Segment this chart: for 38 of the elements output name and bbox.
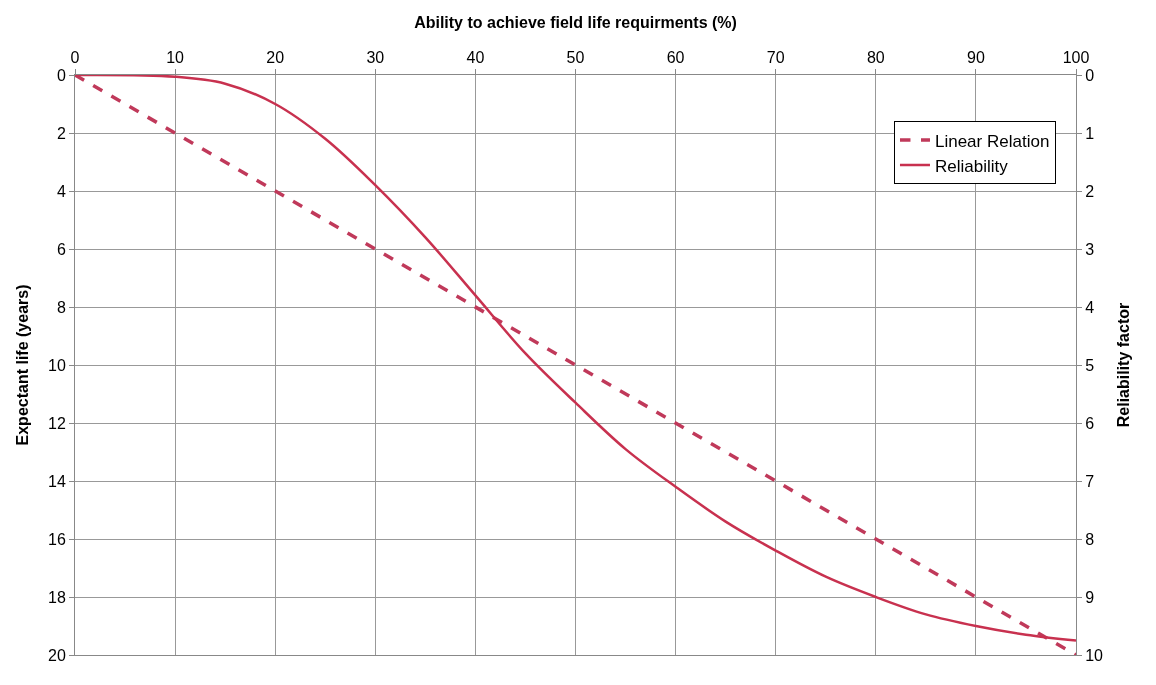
- y-tick-label: 8: [56, 298, 66, 316]
- x-tick-label: 60: [666, 48, 685, 66]
- x-tick-label: 50: [566, 48, 585, 66]
- y-tick-label: 0: [56, 66, 66, 84]
- x-tick-label: 100: [1062, 48, 1090, 66]
- x-tick-label: 30: [366, 48, 385, 66]
- y-tick-label: 18: [48, 588, 66, 606]
- x-axis-title: Ability to achieve field life requirments (%): [414, 14, 737, 32]
- x-tick-label: 90: [967, 48, 985, 66]
- x-tick-label: 80: [866, 48, 885, 66]
- x-tick-label: 70: [766, 48, 785, 66]
- y-tick-label: 10: [48, 356, 66, 374]
- y-axis-title: Expectant life (years): [13, 284, 31, 446]
- y-tick-label: 14: [48, 472, 66, 490]
- y-tick-label: 6: [56, 240, 66, 258]
- y2-tick-label: 4: [1085, 298, 1095, 316]
- x-tick-label: 20: [266, 48, 285, 66]
- y2-tick-label: 5: [1085, 356, 1095, 374]
- y2-tick-label: 1: [1085, 124, 1095, 142]
- legend-label: Reliability: [934, 156, 1009, 176]
- y-tick-label: 12: [48, 414, 66, 432]
- x-tick-label: 10: [166, 48, 185, 66]
- y2-axis-title: Reliability factor: [1114, 302, 1132, 428]
- legend-label: Linear Relation: [934, 131, 1050, 151]
- y-tick-label: 20: [48, 646, 66, 664]
- y2-tick-label: 9: [1085, 588, 1095, 606]
- y2-tick-label: 10: [1085, 646, 1104, 664]
- y-tick-label: 4: [56, 182, 66, 200]
- y2-tick-label: 6: [1085, 414, 1095, 432]
- y2-tick-label: 7: [1085, 472, 1095, 490]
- y2-tick-label: 8: [1085, 530, 1095, 548]
- x-tick-label: 0: [70, 48, 80, 66]
- y2-tick-label: 0: [1085, 66, 1095, 84]
- x-tick-label: 40: [466, 48, 485, 66]
- y2-tick-label: 2: [1085, 182, 1095, 200]
- y-tick-label: 16: [48, 530, 66, 548]
- y-tick-label: 2: [56, 124, 66, 142]
- y2-tick-label: 3: [1085, 240, 1095, 258]
